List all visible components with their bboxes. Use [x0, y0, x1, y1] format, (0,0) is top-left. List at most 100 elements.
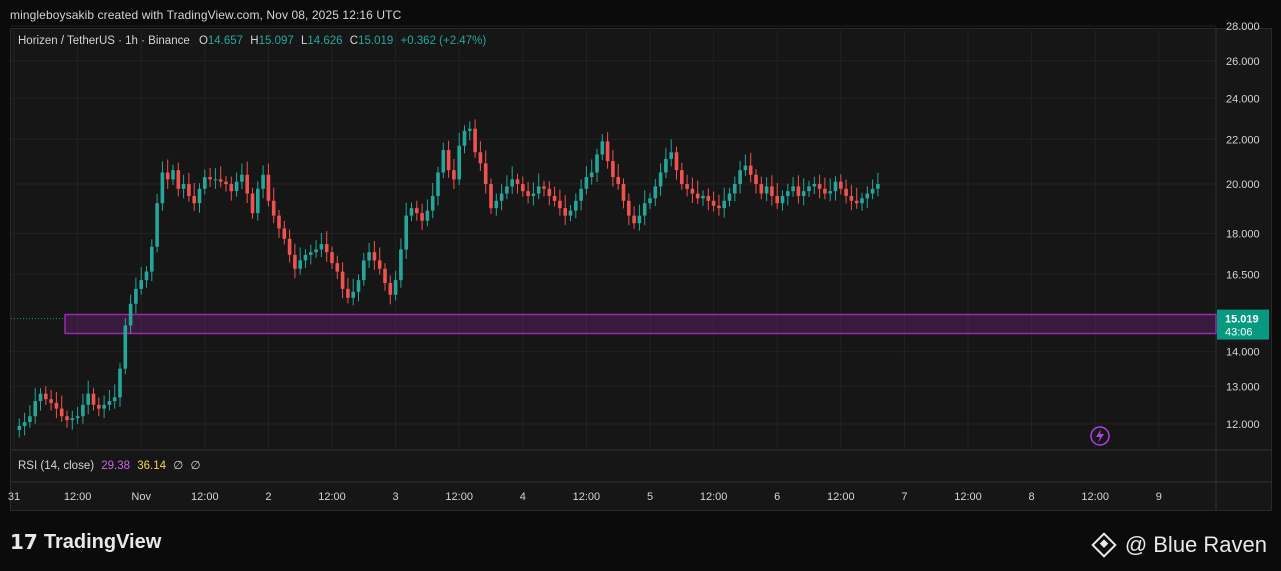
candle-body	[176, 170, 181, 189]
candle-body	[833, 181, 838, 192]
chart-frame[interactable]	[10, 28, 1272, 511]
close-value: 15.019	[358, 35, 394, 47]
candle-body	[605, 141, 610, 162]
candle-body	[181, 184, 186, 189]
candle-body	[733, 184, 737, 194]
candle-body	[568, 210, 573, 216]
low-label: L	[300, 35, 308, 47]
lightning-icon	[1090, 426, 1110, 446]
candle-body	[144, 271, 149, 281]
price-axis: 28.000 26.000 24.000 22.000 20.000 18.000 16.5…	[1226, 21, 1260, 431]
candle-body	[197, 188, 202, 204]
candle-body	[282, 228, 287, 239]
price-tick-label: 20.000	[1226, 179, 1260, 191]
time-tick-label: 6	[774, 491, 780, 503]
candle-body	[627, 200, 631, 216]
candle-body	[701, 195, 705, 199]
candle-body	[563, 208, 567, 216]
candle-body	[764, 186, 769, 194]
change-value: +0.362 (+2.47%)	[400, 35, 487, 47]
candle-body	[134, 288, 138, 304]
candle-body	[44, 393, 48, 400]
candle-body	[870, 188, 875, 194]
close-label: C	[349, 35, 359, 47]
candle-body	[150, 246, 154, 272]
candle-body	[277, 215, 281, 229]
candle-body	[33, 401, 37, 417]
candle-body	[319, 244, 324, 250]
candle-body	[112, 397, 117, 402]
grid-lines	[11, 25, 1271, 510]
candle-body	[65, 416, 69, 421]
tradingview-logo[interactable]: 𝟭𝟳 TradingView	[10, 530, 161, 554]
candle-body	[234, 181, 239, 192]
candle-body	[330, 252, 334, 264]
candle-body	[674, 152, 679, 171]
candle-body	[245, 174, 249, 194]
time-tick-label: 3	[393, 491, 399, 503]
candle-body	[139, 280, 143, 289]
candle-body	[17, 425, 22, 430]
candle-body	[436, 172, 440, 196]
time-tick-label: 12:00	[1081, 491, 1109, 503]
candle-body	[81, 404, 85, 417]
candle-body	[526, 191, 530, 196]
candle-body	[494, 200, 499, 209]
price-tag-box	[1217, 309, 1269, 340]
candle-body	[187, 184, 191, 196]
candle-body	[266, 174, 271, 201]
candle-body	[600, 141, 605, 155]
support-zone	[11, 313, 1217, 335]
symbol-legend[interactable]: Horizen / TetherUS · 1h · Binance O14.65…	[18, 35, 486, 47]
tradingview-logo-icon: 𝟭𝟳	[10, 530, 38, 554]
candle-body	[399, 249, 403, 281]
rsi-legend[interactable]: RSI (14, close) 29.38 36.14 ∅ ∅	[18, 458, 201, 472]
candle-body	[393, 280, 398, 295]
time-tick-label: 12:00	[954, 491, 982, 503]
candle-body	[192, 195, 196, 204]
candle-body	[388, 283, 393, 295]
rsi-empty-2: ∅	[190, 460, 201, 472]
candle-body	[314, 249, 318, 253]
candle-body	[457, 145, 461, 180]
candle-body	[261, 174, 265, 189]
candle-body	[49, 399, 53, 403]
support-zone-rect	[64, 313, 1217, 335]
price-tick-label: 22.000	[1226, 134, 1260, 146]
time-tick-label: 8	[1029, 491, 1035, 503]
candle-body	[791, 186, 795, 192]
candle-body	[812, 184, 817, 187]
candle-body	[823, 188, 827, 194]
rsi-value: 29.38	[101, 460, 131, 472]
candle-body	[203, 177, 207, 189]
candle-body	[404, 215, 408, 250]
price-tick-label: 16.500	[1226, 269, 1260, 281]
time-tick-label: 7	[901, 491, 907, 503]
candle-body	[128, 303, 133, 326]
candle-body	[579, 188, 583, 201]
candle-body	[690, 188, 695, 194]
footer-bar	[0, 511, 1281, 571]
candle-body	[547, 188, 552, 196]
candle-body	[754, 174, 758, 185]
time-tick-label: 12:00	[827, 491, 855, 503]
candle-body	[844, 188, 848, 196]
candle-body	[542, 186, 546, 189]
price-tick-label: 13.000	[1226, 381, 1260, 393]
candle-body	[743, 165, 748, 171]
candle-body	[595, 154, 599, 173]
candle-body	[574, 200, 578, 211]
candle-body	[505, 186, 509, 194]
lightning-icon-ring	[1090, 426, 1110, 446]
candle-body	[293, 254, 297, 269]
candle-body	[839, 181, 843, 189]
time-axis: 31 12:00 Nov 12:00 2 12:00 3 12:00 4 12:00 5 12:00 6…	[8, 491, 1162, 503]
candle-body	[102, 404, 106, 409]
candle-body	[340, 271, 345, 289]
time-tick-label: 9	[1156, 491, 1162, 503]
candle-body	[377, 260, 382, 269]
candle-body	[468, 128, 472, 131]
time-tick-label: 12:00	[318, 491, 346, 503]
candle-body	[685, 184, 689, 189]
